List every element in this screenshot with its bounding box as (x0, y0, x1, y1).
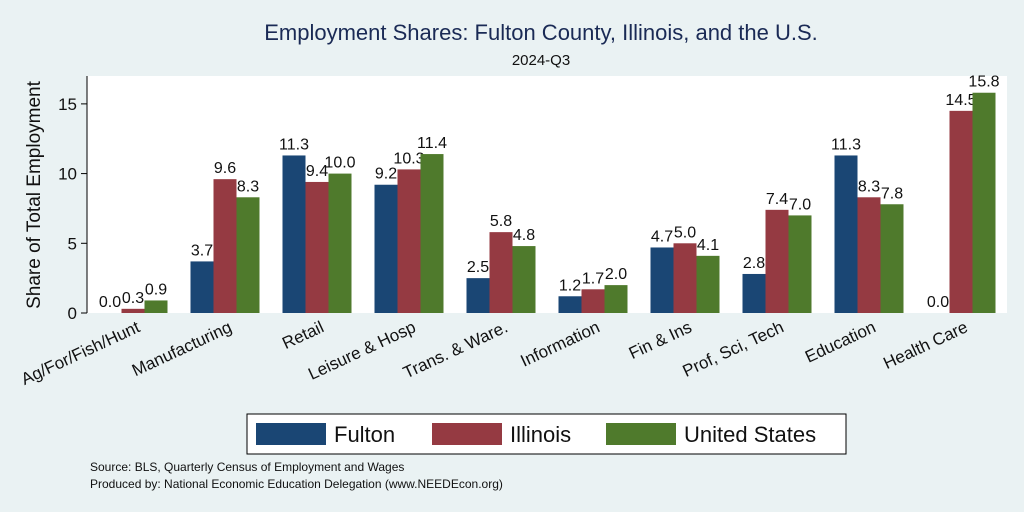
bar-united-states (880, 204, 904, 313)
category-label: Trans. & Ware. (400, 317, 510, 382)
category-label: Education (802, 317, 879, 366)
legend-swatch-united-states (606, 423, 676, 445)
y-axis-label: Share of Total Employment (24, 80, 45, 308)
data-label: 11.3 (831, 136, 861, 153)
bar-united-states (788, 215, 812, 313)
data-label: 0.3 (122, 290, 144, 307)
bar-united-states (144, 300, 168, 313)
bar-united-states (512, 246, 536, 313)
data-label: 2.5 (467, 259, 489, 276)
bar-fulton (190, 261, 214, 313)
data-label: 15.8 (968, 74, 999, 91)
bar-united-states (328, 173, 352, 313)
data-label: 8.3 (858, 178, 880, 195)
data-label: 11.3 (279, 136, 309, 153)
data-label: 11.4 (417, 135, 447, 152)
bar-illinois (673, 243, 697, 313)
data-label: 2.0 (605, 266, 627, 283)
bar-united-states (236, 197, 260, 313)
legend-label-united-states: United States (684, 422, 816, 447)
data-label: 4.1 (697, 237, 719, 254)
data-label: 5.0 (674, 224, 696, 241)
bar-illinois (765, 209, 789, 313)
bar-illinois (213, 179, 237, 313)
bar-illinois (857, 197, 881, 313)
y-tick-label: 5 (68, 234, 77, 253)
bar-illinois (949, 110, 973, 314)
source-note: Source: BLS, Quarterly Census of Employm… (90, 460, 404, 474)
data-label: 1.7 (582, 270, 604, 287)
data-label: 0.9 (145, 281, 167, 298)
category-label: Prof, Sci, Tech (680, 317, 787, 380)
data-label: 14.5 (945, 92, 976, 109)
data-label: 9.2 (375, 166, 397, 183)
data-label: 9.6 (214, 160, 236, 177)
legend: Fulton Illinois United States (246, 413, 847, 455)
y-tick-label: 15 (58, 95, 77, 114)
bar-united-states (604, 285, 628, 313)
bar-fulton (742, 273, 766, 313)
data-label: 8.3 (237, 178, 259, 195)
legend-box (246, 413, 847, 455)
bar-fulton (834, 155, 858, 313)
data-label: 10.3 (393, 150, 424, 167)
chart-subtitle: 2024-Q3 (512, 52, 570, 69)
data-label: 0.0 (99, 294, 121, 311)
legend-swatch-illinois (432, 423, 502, 445)
bar-united-states (696, 255, 720, 313)
bar-fulton (466, 278, 490, 313)
legend-swatch-fulton (256, 423, 326, 445)
category-label: Information (518, 317, 603, 370)
bar-illinois (489, 232, 513, 313)
data-label: 0.0 (927, 294, 949, 311)
bar-fulton (374, 184, 398, 313)
data-label: 3.7 (191, 242, 213, 259)
category-label: Ag/For/Fish/Hunt (18, 317, 143, 389)
data-label: 4.7 (651, 228, 673, 245)
bar-fulton (650, 247, 674, 313)
bar-illinois (121, 308, 145, 313)
category-label: Health Care (880, 317, 970, 373)
bar-illinois (305, 181, 329, 313)
bar-fulton (282, 155, 306, 313)
bar-united-states (972, 92, 996, 314)
bar-united-states (420, 154, 444, 313)
bar-fulton (558, 296, 582, 313)
category-label: Fin & Ins (626, 317, 695, 363)
data-label: 7.0 (789, 196, 811, 213)
category-label: Manufacturing (129, 317, 235, 380)
y-tick-label: 10 (58, 165, 77, 184)
producer-note: Produced by: National Economic Education… (90, 477, 503, 491)
data-label: 5.8 (490, 213, 512, 230)
data-label: 2.8 (743, 255, 765, 272)
legend-label-illinois: Illinois (510, 422, 571, 447)
y-tick-label: 0 (68, 304, 77, 323)
data-label: 9.4 (306, 163, 328, 180)
data-label: 10.0 (324, 155, 355, 172)
data-label: 4.8 (513, 227, 535, 244)
bar-illinois (397, 169, 421, 313)
chart-title: Employment Shares: Fulton County, Illino… (264, 20, 818, 45)
category-label: Retail (279, 317, 326, 353)
legend-label-fulton: Fulton (334, 422, 395, 447)
data-label: 7.4 (766, 191, 788, 208)
data-label: 1.2 (559, 277, 581, 294)
data-label: 7.8 (881, 185, 903, 202)
bar-illinois (581, 289, 605, 313)
